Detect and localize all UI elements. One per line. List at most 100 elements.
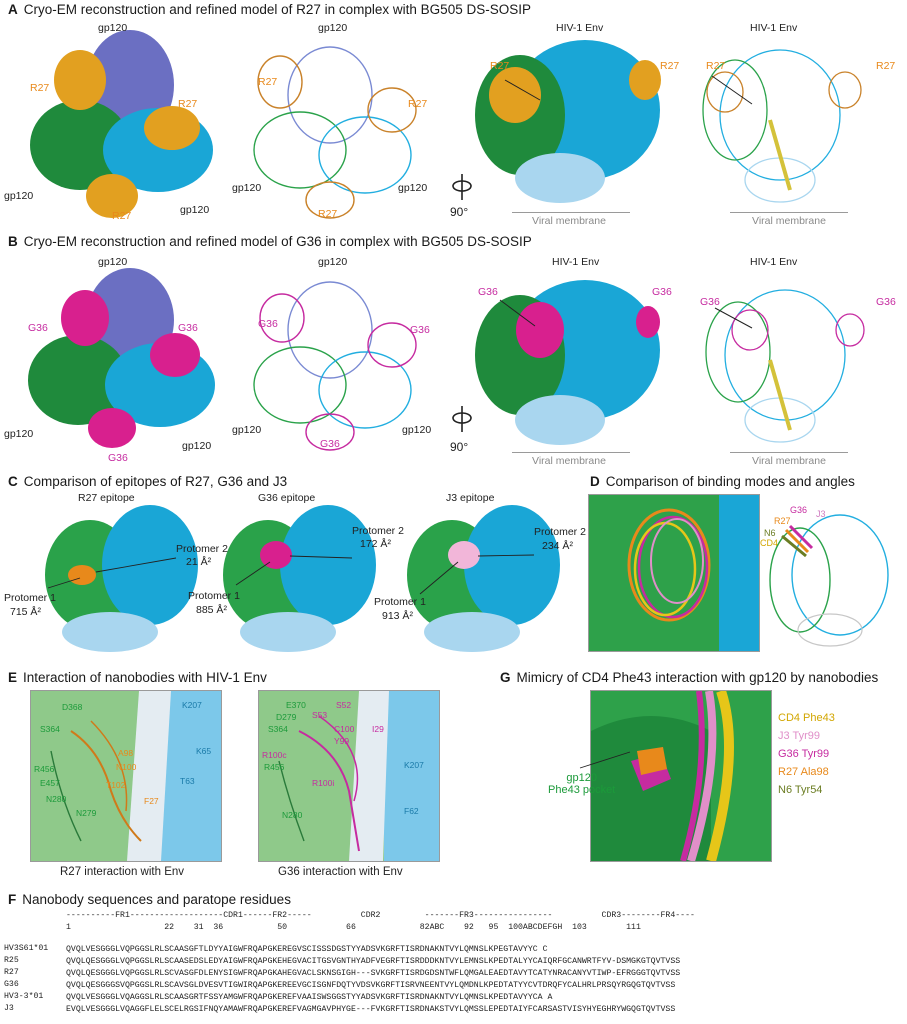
- b2-g36-bottom: G36: [320, 438, 340, 450]
- e-g36-res-4: N280: [282, 810, 303, 820]
- b-gp120-left: gp120: [4, 428, 34, 440]
- e-g36-box: [258, 690, 440, 862]
- f-row-5-seq: EVQLVESGGGLVQAGGFLELSCELRGSIFNQYAMAWFRQA…: [66, 1005, 676, 1014]
- d-n6-label: N6: [764, 528, 776, 538]
- b4-g36-right: G36: [876, 296, 896, 308]
- e-g36-caption: G36 interaction with Env: [278, 866, 403, 878]
- b4-env-title: HIV-1 Env: [750, 256, 798, 268]
- e-r27-res-6: K207: [182, 700, 202, 710]
- panel-b-title: B Cryo-EM reconstruction and refined mode…: [8, 234, 532, 249]
- f-region-line: ----------FR1-------------------CDR1----…: [66, 911, 695, 920]
- b-density-group: [28, 268, 215, 448]
- a-r27-right: R27: [178, 98, 198, 110]
- a2-gp120-left: gp120: [232, 182, 262, 194]
- panel-g-title: G Mimicry of CD4 Phe43 interaction with g…: [500, 670, 879, 685]
- e-g36-res-13: I29: [372, 724, 384, 734]
- a-r27-bottom: R27: [112, 210, 132, 222]
- a-rotation-icon: [452, 174, 472, 200]
- c-r27-title: R27 epitope: [78, 492, 135, 504]
- e-g36-res-5: S52: [336, 700, 352, 710]
- a4-r27-left: R27: [706, 60, 726, 72]
- c-r27-surface: [45, 505, 198, 652]
- a-gp120-top: gp120: [98, 22, 128, 34]
- a-gp120-left: gp120: [4, 190, 34, 202]
- c-j3-p2-area: 234 Å²: [542, 540, 573, 552]
- e-g36-res-2: S364: [268, 724, 288, 734]
- g-pocket-scene: [591, 691, 734, 861]
- d-zoom-ribbons: [627, 495, 759, 651]
- g-pocket-box: [590, 690, 772, 862]
- a-gp120-right: gp120: [180, 204, 210, 216]
- f-row-3-seq: QVQLQESGGGSVQPGGSLRLSCAVSGLDVESVTIGWIRQA…: [66, 981, 676, 990]
- c-r27-p1: Protomer 1: [4, 592, 56, 604]
- b-gp120-top: gp120: [98, 256, 128, 268]
- b4-membrane-line: [730, 452, 848, 453]
- panel-b-letter: B: [8, 234, 18, 249]
- f-row-1-seq: QVQLQESGGGLVQPGGSLRLSCAASEDSLEDYAIGWFRQA…: [66, 957, 681, 966]
- c-g36-p2-area: 172 Å²: [360, 538, 391, 550]
- b2-gp120-top: gp120: [318, 256, 348, 268]
- e-r27-res-4: N280: [46, 794, 67, 804]
- f-number-line: 1 22 31 36 50 66 82ABC 92 95 100ABCDEFGH…: [66, 923, 641, 932]
- b4-g36-left: G36: [700, 296, 720, 308]
- panel-d-letter: D: [590, 474, 600, 489]
- c-j3-p2: Protomer 2: [534, 526, 586, 538]
- f-row-3-name: G36: [4, 980, 19, 989]
- c-j3-title: J3 epitope: [446, 492, 495, 504]
- c-g36-p1-area: 885 Å²: [196, 604, 227, 616]
- f-row-2-name: R27: [4, 968, 19, 977]
- a2-r27-left: R27: [258, 76, 278, 88]
- b-ribbon-group: [253, 281, 417, 451]
- d-r27-label: R27: [774, 516, 791, 526]
- panel-e-title: E Interaction of nanobodies with HIV-1 En…: [8, 670, 267, 685]
- d-zoom-box: [588, 494, 760, 652]
- e-g36-res-6: S53: [312, 710, 328, 720]
- b2-gp120-left: gp120: [232, 424, 262, 436]
- g-legend-0: CD4 Phe43: [778, 712, 835, 724]
- b2-g36-right: G36: [410, 324, 430, 336]
- a3-membrane-label: Viral membrane: [532, 215, 606, 227]
- c-g36-surface: [223, 505, 376, 652]
- a4-membrane-line: [730, 212, 848, 213]
- e-r27-res-8: T63: [180, 776, 195, 786]
- b-ribbon-side-group: [705, 289, 865, 443]
- b4-membrane-label: Viral membrane: [752, 455, 826, 467]
- b-rotation-label: 90°: [450, 440, 469, 454]
- panel-f-letter: F: [8, 892, 17, 907]
- panel-a-letter: A: [8, 2, 18, 17]
- c-leader-lines: [47, 554, 535, 595]
- d-g36-label: G36: [790, 505, 808, 515]
- b3-env-title: HIV-1 Env: [552, 256, 600, 268]
- e-r27-res-3: E457: [40, 778, 60, 788]
- f-row-0-name: HV3S61*01: [4, 944, 49, 953]
- e-g36-scene: [278, 691, 439, 861]
- e-r27-res-12: N100: [116, 762, 137, 772]
- f-row-4-name: HV3-3*01: [4, 992, 44, 1001]
- b3-g36-right: G36: [652, 286, 672, 298]
- e-g36-res-10: R100i: [312, 778, 335, 788]
- b-density-side-group: [475, 280, 660, 445]
- e-r27-res-10: T102: [106, 780, 126, 790]
- g-legend-4: N6 Tyr54: [778, 784, 823, 796]
- f-row-2-seq: QVQLQESGGGLVQPGGSLRLSCVASGFDLENYSIGWFRQA…: [66, 969, 681, 978]
- a-ribbon-side-group: [702, 49, 862, 203]
- f-row-4-seq: QVQLVESGGGLVQAGGSLRLSCAASGRTFSSYAMGWFRQA…: [66, 993, 553, 1002]
- a3-membrane-line: [512, 212, 630, 213]
- d-cd4-label: CD4: [760, 538, 779, 548]
- a3-r27-left: R27: [490, 60, 510, 72]
- panel-g-letter: G: [500, 670, 511, 685]
- b2-g36-left: G36: [258, 318, 278, 330]
- a3-env-title: HIV-1 Env: [556, 22, 604, 34]
- e-r27-res-7: K65: [196, 746, 212, 756]
- b3-membrane-line: [512, 452, 630, 453]
- e-g36-res-0: E370: [286, 700, 306, 710]
- panel-e-letter: E: [8, 670, 18, 685]
- a2-r27-right: R27: [408, 98, 428, 110]
- f-row-0-seq: QVQLVESGGGLVQPGGSLRLSCAASGFTLDYYAIGWFRQA…: [66, 945, 548, 954]
- panel-a-title: A Cryo-EM reconstruction and refined mode…: [8, 2, 531, 17]
